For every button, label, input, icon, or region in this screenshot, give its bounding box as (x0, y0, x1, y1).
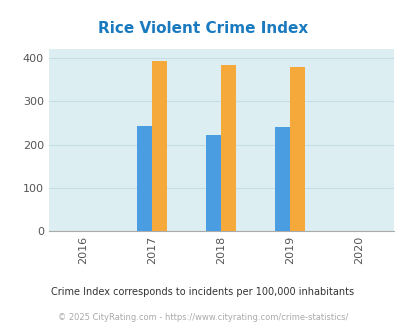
Text: Rice Violent Crime Index: Rice Violent Crime Index (98, 21, 307, 36)
Bar (290, 67, 305, 231)
Text: © 2025 CityRating.com - https://www.cityrating.com/crime-statistics/: © 2025 CityRating.com - https://www.city… (58, 313, 347, 322)
Bar (206, 135, 221, 231)
Bar (152, 61, 167, 231)
Bar (275, 127, 290, 231)
Bar (137, 126, 152, 231)
Bar (221, 65, 236, 231)
Text: Crime Index corresponds to incidents per 100,000 inhabitants: Crime Index corresponds to incidents per… (51, 287, 354, 297)
